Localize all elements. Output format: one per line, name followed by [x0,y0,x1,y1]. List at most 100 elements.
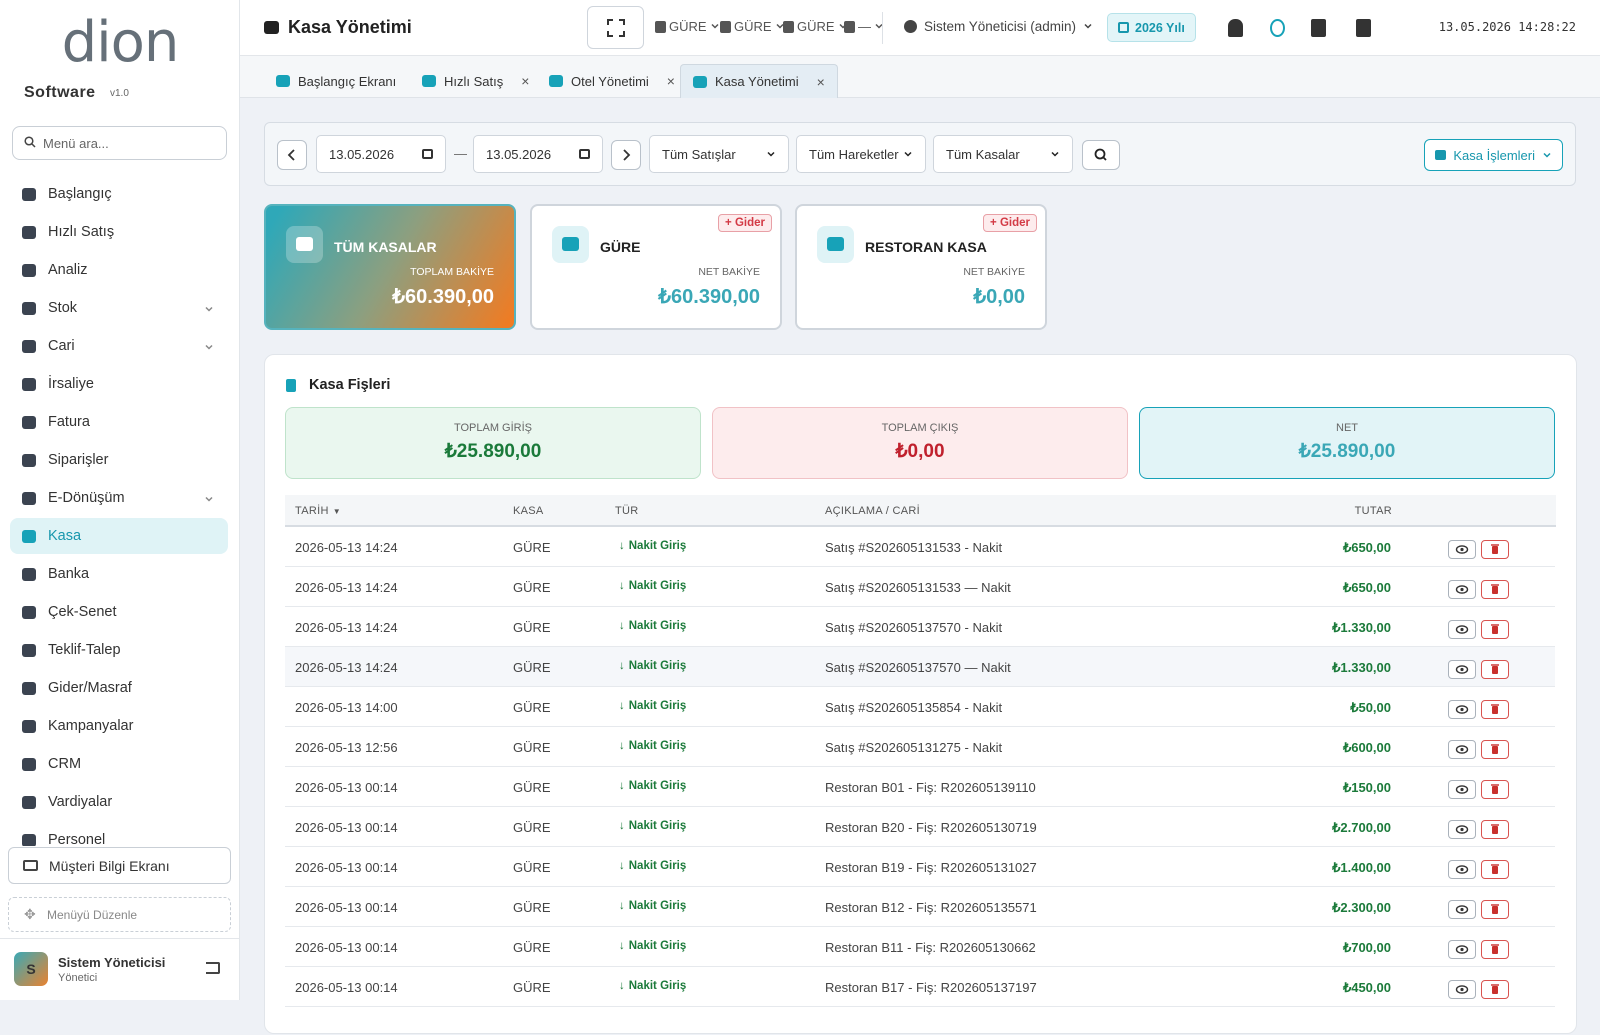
row-register: GÜRE [513,940,551,955]
register-actions-button[interactable]: Kasa İşlemleri [1424,139,1563,171]
delete-button[interactable] [1481,620,1509,639]
delete-button[interactable] [1481,580,1509,599]
delete-button[interactable] [1481,660,1509,679]
logout-button[interactable] [206,962,220,974]
row-register: GÜRE [513,780,551,795]
expense-badge[interactable]: + Gider [983,214,1037,232]
column-header[interactable]: TARİH ▼ [295,505,341,517]
menu-item[interactable]: Başlangıç [10,176,228,212]
sales-filter[interactable]: Tüm Satışlar [649,135,789,173]
support-button[interactable] [1270,19,1285,37]
row-type: ↓ Nakit Giriş [619,860,686,872]
delete-button[interactable] [1481,940,1509,959]
branch-selector[interactable]: GÜRE [783,19,848,34]
branch-selector[interactable]: — [844,19,884,34]
view-button[interactable] [1448,740,1476,759]
view-button[interactable] [1448,980,1476,999]
tab[interactable]: Hızlı Satış × [410,64,541,98]
prev-day-button[interactable] [277,140,307,170]
menu-item[interactable]: Teklif-Talep [10,632,228,668]
restaurant-button[interactable] [1356,19,1371,37]
menu-item[interactable]: Hızlı Satış [10,214,228,250]
menu-item[interactable]: Fatura [10,404,228,440]
user-menu[interactable]: Sistem Yöneticisi (admin) [904,19,1093,34]
year-badge[interactable]: 2026 Yılı [1107,13,1196,42]
next-day-button[interactable] [611,140,641,170]
delete-button[interactable] [1481,980,1509,999]
row-date: 2026-05-13 00:14 [295,940,398,955]
end-date-input[interactable]: 13.05.2026 [473,135,603,173]
register-card[interactable]: TÜM KASALAR TOPLAM BAKİYE ₺60.390,00 [264,204,516,330]
expense-badge[interactable]: + Gider [718,214,772,232]
menu-icon [22,302,36,315]
menu-item[interactable]: Analiz [10,252,228,288]
delete-button[interactable] [1481,540,1509,559]
view-button[interactable] [1448,860,1476,879]
register-card[interactable]: GÜRE + Gider NET BAKİYE ₺60.390,00 [530,204,782,330]
start-date-input[interactable]: 13.05.2026 [316,135,446,173]
calculator-button[interactable] [1311,19,1326,37]
user-chevron [1083,19,1093,34]
menu-item[interactable]: Siparişler [10,442,228,478]
view-button[interactable] [1448,660,1476,679]
edit-menu-button[interactable]: ✥ Menüyü Düzenle [8,897,231,932]
card-icon [286,226,323,263]
view-button[interactable] [1448,820,1476,839]
tab-close[interactable]: × [666,73,675,89]
menu-item[interactable]: Çek-Senet [10,594,228,630]
delete-button[interactable] [1481,900,1509,919]
notifications-button[interactable] [1228,19,1243,37]
view-button[interactable] [1448,700,1476,719]
tab[interactable]: Otel Yönetimi × [537,64,687,98]
branch-selector[interactable]: GÜRE [720,19,785,34]
tab[interactable]: Kasa Yönetimi × [680,64,838,98]
view-button[interactable] [1448,620,1476,639]
menu-item[interactable]: İrsaliye [10,366,228,402]
menu-item[interactable]: Kampanyalar [10,708,228,744]
delete-button[interactable] [1481,780,1509,799]
menu-item[interactable]: Personel [10,822,228,846]
register-filter[interactable]: Tüm Kasalar [933,135,1073,173]
edit-menu-label: Menüyü Düzenle [47,907,138,922]
menu-item[interactable]: Gider/Masraf [10,670,228,706]
view-button[interactable] [1448,940,1476,959]
branch-selector[interactable]: GÜRE [655,19,720,34]
tab-close[interactable]: × [816,73,825,90]
row-amount: ₺650,00 [1342,540,1391,555]
menu-item[interactable]: Stok [10,290,228,326]
search-box[interactable]: Menü ara... [12,126,227,160]
move-icon: ✥ [24,906,36,922]
menu-item[interactable]: E-Dönüşüm [10,480,228,516]
customer-screen-button[interactable]: Müşteri Bilgi Ekranı [8,847,231,884]
delete-button[interactable] [1481,820,1509,839]
row-description: Restoran B17 - Fiş: R202605137197 [825,980,1037,995]
view-button[interactable] [1448,540,1476,559]
delete-button[interactable] [1481,860,1509,879]
view-button[interactable] [1448,580,1476,599]
row-amount: ₺2.700,00 [1332,820,1391,835]
search-button[interactable] [1082,140,1120,170]
register-card[interactable]: RESTORAN KASA + Gider NET BAKİYE ₺0,00 [795,204,1047,330]
view-button[interactable] [1448,780,1476,799]
menu: Başlangıç Hızlı Satış Analiz Stok Cari İrsali… [0,176,240,846]
delete-button[interactable] [1481,740,1509,759]
menu-label: Analiz [48,262,88,278]
delete-button[interactable] [1481,700,1509,719]
search-icon [24,136,36,151]
movement-filter[interactable]: Tüm Hareketler [796,135,926,173]
user-icon [904,20,917,33]
menu-item[interactable]: CRM [10,746,228,782]
menu-item[interactable]: Kasa [10,518,228,554]
tab[interactable]: Başlangıç Ekranı [264,64,408,98]
row-type: ↓ Nakit Giriş [619,660,686,672]
sort-indicator: ▼ [332,507,341,516]
menu-item[interactable]: Vardiyalar [10,784,228,820]
year-label: 2026 Yılı [1135,20,1185,35]
row-type-label: Nakit Giriş [628,820,687,832]
menu-item[interactable]: Banka [10,556,228,592]
tab-close[interactable]: × [521,73,530,89]
topbar-divider [882,12,883,44]
view-button[interactable] [1448,900,1476,919]
fullscreen-button[interactable] [587,6,644,49]
menu-item[interactable]: Cari [10,328,228,364]
